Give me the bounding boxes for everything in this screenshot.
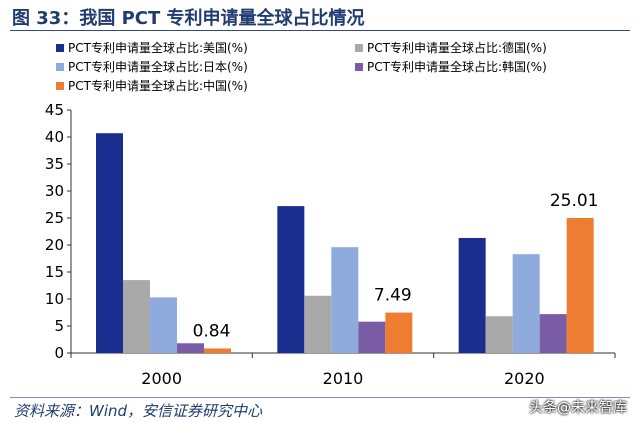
data-label: 0.84 (193, 321, 231, 341)
bar (96, 133, 123, 353)
footer-divider (10, 397, 630, 398)
x-category-label: 2000 (141, 369, 182, 388)
bar (358, 321, 386, 353)
y-tick-label: 5 (54, 317, 64, 335)
y-tick-label: 25 (45, 209, 64, 227)
y-tick-label: 45 (45, 101, 64, 119)
bar (331, 247, 359, 353)
watermark: 头条@未来智库 (529, 400, 627, 416)
bar (277, 206, 305, 353)
legend-label: PCT专利申请量全球占比:韩国(%) (367, 59, 547, 74)
x-category-label: 2020 (504, 369, 545, 388)
x-category-label: 2010 (323, 369, 364, 388)
title-divider (10, 30, 630, 31)
y-tick-label: 35 (45, 155, 64, 173)
bar (150, 297, 177, 353)
legend-label: PCT专利申请量全球占比:中国(%) (68, 78, 248, 93)
data-label: 25.01 (550, 191, 599, 211)
data-label: 7.49 (374, 286, 412, 306)
bar (485, 316, 513, 353)
bar-chart: PCT专利申请量全球占比:美国(%) PCT专利申请量全球占比:德国(%) PCT专… (45, 40, 616, 388)
bar (177, 343, 204, 353)
bar (123, 280, 150, 353)
bar (204, 348, 231, 353)
legend-swatch (56, 63, 64, 71)
source-note: 资料来源：Wind，安信证券研究中心 (14, 402, 263, 420)
legend-label: PCT专利申请量全球占比:美国(%) (68, 40, 248, 55)
y-tick-label: 0 (54, 344, 64, 362)
bar (566, 217, 594, 353)
legend-swatch (56, 82, 64, 90)
legend-label: PCT专利申请量全球占比:德国(%) (367, 40, 547, 55)
y-tick-label: 20 (45, 236, 64, 254)
legend-swatch (355, 44, 363, 52)
y-tick-label: 40 (45, 128, 64, 146)
legend-swatch (56, 44, 64, 52)
y-tick-label: 10 (45, 290, 64, 308)
legend-swatch (355, 63, 363, 71)
bar (458, 237, 486, 353)
chart-title: 图 33：我国 PCT 专利申请量全球占比情况 (12, 8, 365, 29)
legend-label: PCT专利申请量全球占比:日本(%) (68, 59, 248, 74)
y-tick-label: 30 (45, 182, 64, 200)
y-tick-label: 15 (45, 263, 64, 281)
bar (385, 312, 413, 353)
bar (304, 295, 332, 353)
bar (512, 254, 540, 353)
bar (539, 314, 567, 353)
